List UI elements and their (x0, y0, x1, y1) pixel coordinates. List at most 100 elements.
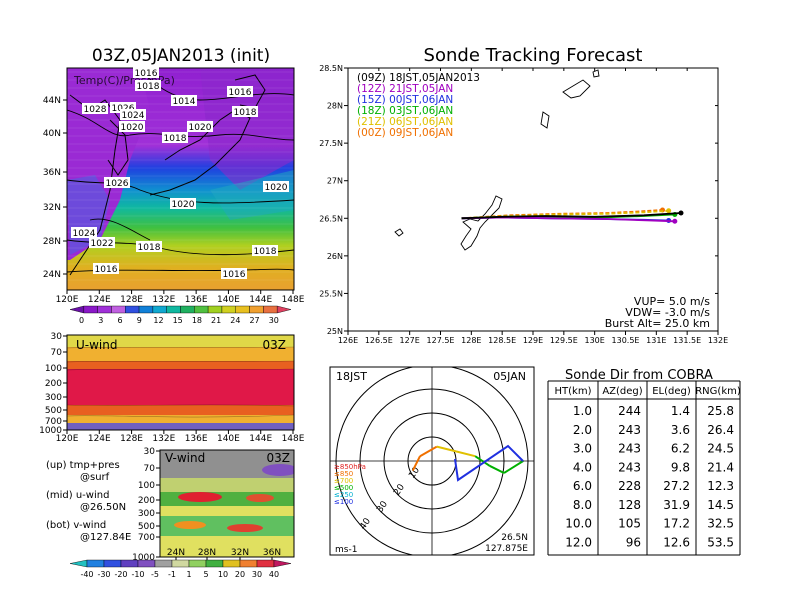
map-colorbar-swatch (97, 305, 112, 314)
vwind-frame (159, 449, 295, 558)
cobra-cell: 10.0 (565, 517, 592, 531)
cobra-cell: 243 (618, 460, 641, 474)
vwind-y-tick-label: 300 (138, 509, 155, 519)
vwind-colorbar-label: 1 (186, 570, 191, 579)
map-colorbar-swatch (221, 305, 236, 314)
isobar-label-bg (133, 67, 159, 78)
vwind-y-tick-label: 1000 (132, 553, 155, 563)
uwind-y-tick-label: 70 (51, 348, 63, 358)
cobra-cell: 32.5 (707, 517, 734, 531)
track-y-ticks: 25N 25.5N 26N 26.5N 27N 27.5N 28N 28.5N (319, 64, 718, 336)
vwind-y-tick-label: 100 (138, 481, 155, 491)
map-colorbar-swatch (263, 305, 278, 314)
cobra-cell: 9.8 (671, 460, 690, 474)
map-colorbar-swatch (111, 305, 126, 314)
note-up-line1: (up) tmp+pres (46, 460, 120, 471)
cobra-header: EL(deg) (652, 386, 691, 397)
uwind-y-tick-label: 700 (45, 417, 62, 427)
note-up-line2: @surf (80, 472, 110, 483)
track-legend-entry: (15Z) 00JST,06JAN (357, 94, 453, 106)
note-mid-line2: @26.50N (80, 502, 126, 513)
cobra-cell: 96 (626, 535, 641, 549)
track-series-line (461, 212, 682, 220)
map-colorbar-swatch (138, 305, 154, 314)
vwind-colorbar-swatch (154, 559, 173, 568)
vwind-title: V-wind (165, 451, 205, 465)
uwind-x-tick-label: 136E (185, 434, 208, 444)
uwind-y-tick-label: 100 (45, 364, 62, 374)
track-legend-entry: (18Z) 03JST,06JAN (357, 105, 453, 117)
cobra-cell: 4.0 (573, 460, 592, 474)
map-y-tick-label: 24N (43, 270, 61, 280)
hodo-units: ms-1 (335, 545, 357, 555)
track-x-tick-label: 131.5E (673, 336, 701, 345)
map-colorbar-swatch (180, 305, 195, 314)
vwind-y-tick-label: 30 (144, 447, 156, 457)
vwind-colorbar-label: 10 (218, 570, 228, 579)
isobar-label-bg (93, 263, 119, 274)
hodo-segment (419, 445, 438, 458)
map-colorbar-swatch (125, 305, 140, 314)
uwind-field (67, 335, 294, 430)
cobra-cell: 8.0 (573, 498, 592, 512)
uwind-x-tick-label: 148E (282, 434, 305, 444)
track-y-tick-label: 26.5N (319, 214, 343, 223)
vwind-colorbar-swatch (137, 559, 156, 568)
track-frame (347, 67, 719, 332)
map-colorbar-swatch (69, 305, 85, 314)
track-x-tick-label: 126.5E (365, 336, 393, 345)
map-colorbar-label: 6 (117, 316, 122, 325)
isobar-label: 1028 (84, 105, 107, 115)
vwind-colorbar: -40 -30 -20 -10 -5 -1 1 5 10 20 30 40 (69, 559, 292, 579)
vwind-x-tick-label: 32N (231, 548, 249, 558)
map-colorbar-label: 27 (249, 316, 259, 325)
cobra-cell: 12.3 (707, 479, 734, 493)
isobar-label-bg (110, 102, 136, 113)
vwind-colorbar-swatch (188, 559, 207, 568)
cobra-title: Sonde Dir from COBRA (565, 368, 713, 383)
vwind-colorbar-swatch (222, 559, 241, 568)
map-title: 03Z,05JAN2013 (init) (92, 46, 270, 66)
map-colorbar-swatch (194, 305, 209, 314)
isobar-label: 1016 (229, 88, 252, 98)
track-y-tick-label: 27N (327, 177, 343, 186)
track-y-tick-label: 28.5N (319, 64, 343, 73)
track-y-tick-label: 25.5N (319, 289, 343, 298)
hodo-segment (436, 445, 457, 453)
isobar-label-bg (120, 109, 146, 120)
hodo-date: 05JAN (493, 370, 526, 383)
cobra-cell: 24.5 (707, 442, 734, 456)
uwind-x-tick-label: 120E (56, 434, 79, 444)
map-x-tick-label: 128E (120, 295, 143, 305)
track-legend: (09Z) 18JST,05JAN2013(12Z) 21JST,05JAN(1… (357, 72, 480, 139)
hodo-lat: 26.5N (501, 533, 528, 543)
map-colorbar-label: 24 (230, 316, 240, 325)
cobra-cell: 1.4 (671, 404, 690, 418)
vwind-colorbar-label: 40 (269, 570, 279, 579)
track-end-marker (672, 218, 678, 224)
map-y-ticks: 24N 28N 32N 36N 40N 44N (43, 96, 67, 280)
map-colorbar-label: 3 (98, 316, 103, 325)
map-colorbar-label: 18 (192, 316, 202, 325)
uwind-x-ticks: 120E 124E 128E 132E 136E 140E 144E 148E (56, 430, 305, 444)
vwind-colorbar-label: -5 (151, 570, 159, 579)
hodo-upper-segment (454, 444, 524, 482)
note-bot-line2: @127.84E (80, 532, 131, 543)
isobar-label: 1020 (172, 200, 195, 210)
cobra-cell: 2.0 (573, 423, 592, 437)
isobar-label-bg (227, 86, 253, 97)
isobar-labels: 1016101810141016102810261024101810201018… (71, 67, 289, 280)
map-y-tick-label: 32N (43, 203, 61, 213)
map-x-tick-label: 132E (152, 295, 175, 305)
map-colorbar-swatch (207, 305, 223, 314)
isobar-label: 1018 (234, 108, 257, 118)
track-x-tick-label: 127E (400, 336, 420, 345)
hodo-segment (474, 455, 491, 467)
isobar-label-bg (162, 132, 188, 143)
cobra-cell: 3.0 (573, 442, 592, 456)
isobar-label-bg (82, 103, 108, 114)
uwind-x-tick-label: 140E (217, 434, 240, 444)
uwind-title: U-wind (76, 338, 117, 352)
map-colorbar: 0 3 6 9 12 15 18 21 24 27 30 (69, 305, 292, 325)
